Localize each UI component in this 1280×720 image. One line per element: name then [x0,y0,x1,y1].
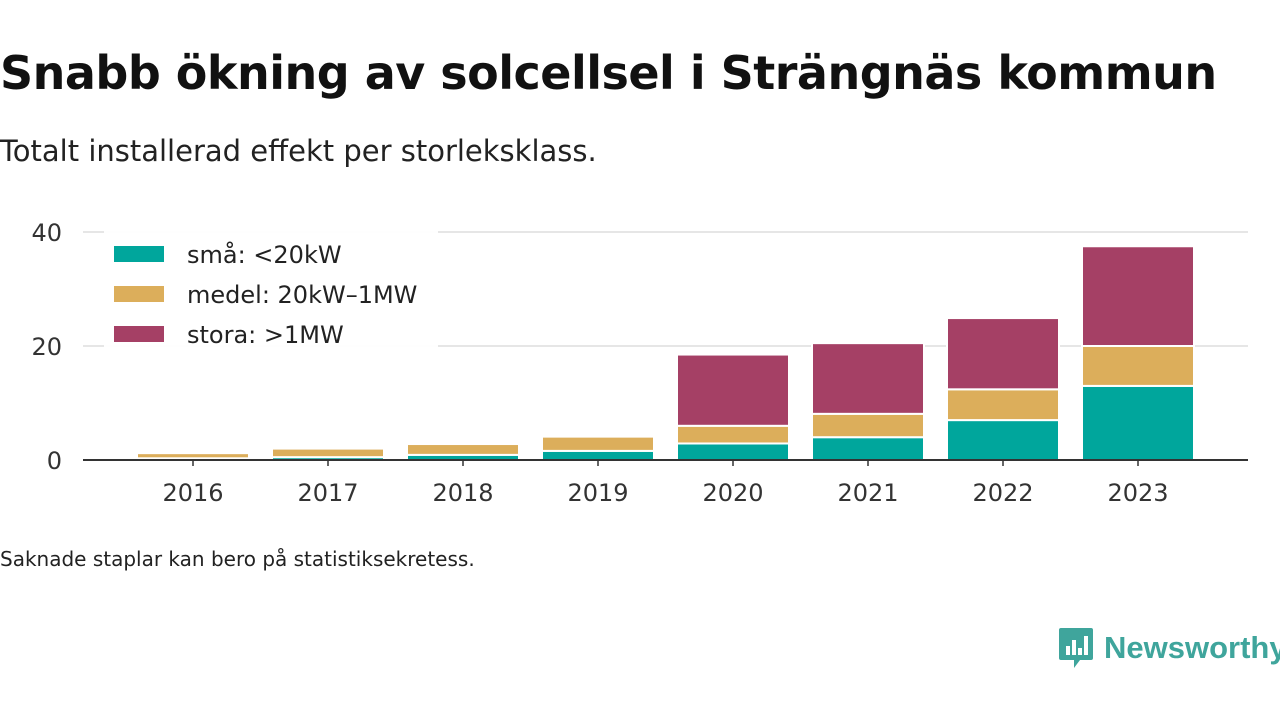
bar-segment [1081,384,1195,461]
stacked-bar-chart: 0 20 40 2016 2017 2018 2019 2020 2021 2022 2023 s… [31,219,1248,507]
bar-segment [271,447,385,459]
x-tick-label: 2018 [432,479,493,507]
bar-segment [1081,245,1195,347]
bar-segment [676,424,790,445]
legend-label: små: <20kW [187,240,342,269]
y-tick-label: 20 [31,333,62,361]
bar-segment [811,436,925,461]
x-tick-label: 2017 [297,479,358,507]
x-tick-label: 2020 [702,479,763,507]
bars [136,245,1195,462]
bar-segment [406,443,520,456]
x-tick-label: 2023 [1107,479,1168,507]
x-tick-label: 2022 [972,479,1033,507]
bar-segment [136,452,250,460]
y-tick-label: 0 [47,447,62,475]
x-tick-label: 2019 [567,479,628,507]
brand-name: Newsworthy [1104,630,1280,665]
chart-title: Snabb ökning av solcellsel i Strängnäs k… [0,46,1217,100]
legend-swatch [114,286,164,302]
x-axis-ticks: 2016 2017 2018 2019 2020 2021 2022 2023 [162,460,1169,507]
newsworthy-logo-icon [1059,628,1093,668]
legend-label: medel: 20kW–1MW [187,281,417,309]
footnote: Saknade staplar kan bero på statistiksek… [0,547,475,571]
bar-segment [676,353,790,427]
y-axis-ticks: 0 20 40 [31,219,62,475]
bar-segment [811,342,925,415]
bar-segment [541,435,655,452]
x-tick-label: 2016 [162,479,223,507]
bar-segment [676,442,790,462]
y-tick-label: 40 [31,219,62,247]
bar-segment [1081,345,1195,387]
legend: små: <20kW medel: 20kW–1MW stora: >1MW [104,230,438,349]
bar-segment [946,419,1060,462]
bar-segment [541,449,655,462]
bar-segment [811,412,925,439]
chart-subtitle: Totalt installerad effekt per storlekskl… [0,134,597,168]
bar-segment [946,388,1060,422]
brand-logo: Newsworthy [1058,626,1280,670]
legend-label: stora: >1MW [187,321,344,349]
bar-segment [946,317,1060,391]
legend-swatch [114,326,164,342]
x-tick-label: 2021 [837,479,898,507]
legend-swatch [114,246,164,262]
